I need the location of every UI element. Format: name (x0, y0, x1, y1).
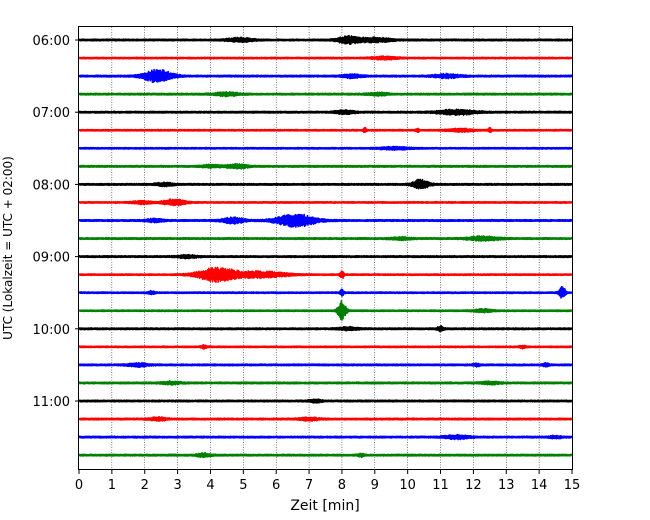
seismic-traces (78, 34, 573, 459)
plot-frame (78, 26, 573, 470)
trace-1115 (78, 416, 573, 422)
trace-1000 (78, 324, 573, 333)
y-tick-label: 07:00 (33, 106, 70, 121)
x-tick-label-12: 12 (465, 478, 482, 493)
x-tick-label-9: 9 (371, 478, 379, 493)
y-tick-label: 08:00 (33, 178, 70, 193)
y-axis-label: UTC (Lokalzeit = UTC + 02:00) (1, 156, 15, 340)
x-tick-label-15: 15 (564, 478, 581, 493)
trace-1045 (78, 380, 573, 386)
trace-1130 (78, 433, 573, 441)
trace-0815 (78, 198, 573, 207)
y-axis-ticks: 06:00 07:00 08:00 09:00 10:00 11:00 (33, 34, 79, 410)
trace-0915 (78, 266, 573, 283)
y-tick-label: 11:00 (33, 395, 70, 410)
x-tick-label-5: 5 (239, 478, 247, 493)
x-axis-label: Zeit [min] (290, 498, 359, 514)
trace-0745 (78, 162, 573, 170)
trace-0730 (78, 145, 573, 151)
x-tick-label-1: 1 (108, 478, 116, 493)
trace-1030 (78, 361, 573, 369)
x-tick-label-2: 2 (141, 478, 149, 493)
x-tick-label-10: 10 (399, 478, 416, 493)
trace-0830 (78, 213, 573, 228)
trace-0715 (78, 126, 573, 134)
trace-0700 (78, 108, 573, 117)
trace-1100 (78, 398, 573, 404)
y-tick-label: 06:00 (33, 34, 70, 49)
x-tick-label-7: 7 (305, 478, 313, 493)
x-tick-label-0: 0 (75, 478, 83, 493)
x-tick-label-3: 3 (173, 478, 181, 493)
x-tick-label-6: 6 (272, 478, 280, 493)
trace-0930 (78, 286, 573, 299)
trace-0845 (78, 235, 573, 243)
trace-1015 (78, 344, 573, 350)
trace-0800 (78, 178, 573, 190)
trace-0600 (78, 34, 573, 46)
x-tick-label-4: 4 (206, 478, 214, 493)
y-tick-label: 09:00 (33, 251, 70, 266)
y-tick-label: 10:00 (33, 323, 70, 338)
trace-1145 (78, 452, 573, 459)
trace-0630 (78, 68, 573, 84)
trace-0615 (78, 55, 573, 61)
x-tick-label-8: 8 (338, 478, 346, 493)
trace-0645 (78, 90, 573, 98)
trace-0945 (78, 299, 573, 321)
x-tick-label-11: 11 (432, 478, 449, 493)
trace-0900 (78, 253, 573, 260)
x-axis-ticks: 0 1 2 3 4 5 6 7 8 9 10 11 12 13 14 15 (75, 470, 580, 493)
x-tick-label-13: 13 (498, 478, 515, 493)
x-tick-label-14: 14 (531, 478, 548, 493)
